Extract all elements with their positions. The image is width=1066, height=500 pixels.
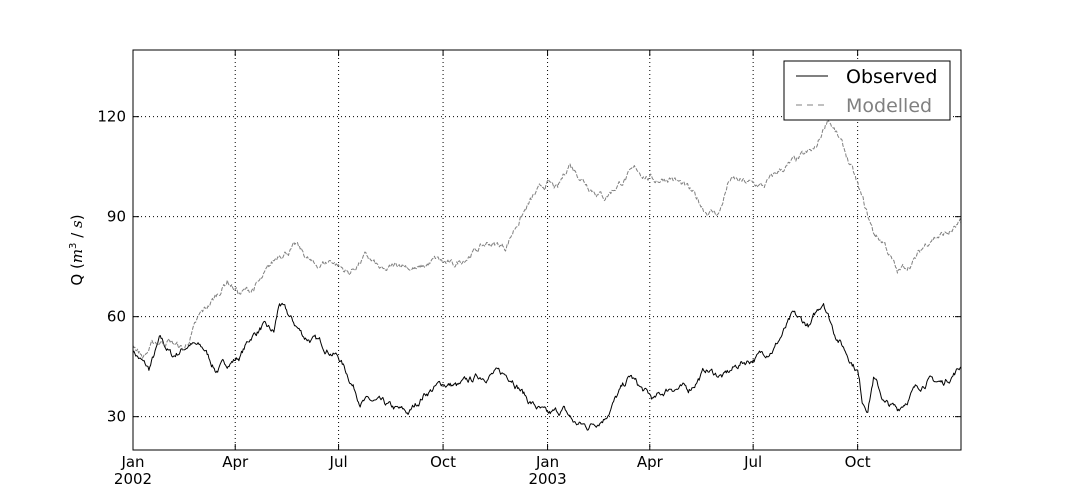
x-tick-label: Jan bbox=[535, 453, 559, 471]
y-axis-label-mid: / bbox=[68, 228, 86, 243]
y-tick-label: 120 bbox=[97, 108, 126, 126]
plot-frame bbox=[132, 49, 962, 451]
legend-label-modelled: Modelled bbox=[846, 95, 932, 117]
axis-ticks bbox=[132, 50, 961, 450]
x-tick-label: Apr bbox=[637, 453, 664, 471]
series-line-modelled bbox=[132, 118, 962, 359]
legend: Observed Modelled bbox=[783, 60, 951, 121]
series-lines bbox=[132, 118, 962, 431]
x-tick-sublabel: 2003 bbox=[528, 470, 566, 488]
legend-label-observed: Observed bbox=[846, 66, 937, 88]
y-axis-label-post: ) bbox=[68, 214, 86, 220]
x-tick-label: Jul bbox=[329, 453, 348, 471]
legend-box bbox=[783, 60, 951, 121]
y-tick-label: 60 bbox=[107, 308, 126, 326]
x-tick-label: Jan bbox=[120, 453, 144, 471]
x-tick-label: Oct bbox=[430, 453, 456, 471]
x-tick-sublabel: 2002 bbox=[114, 470, 152, 488]
series-line-observed bbox=[132, 302, 962, 431]
y-axis-label-pre: Q ( bbox=[68, 263, 86, 285]
x-tick-label: Jul bbox=[743, 453, 762, 471]
y-axis-label-unit-s: s bbox=[68, 220, 86, 228]
x-tick-label: Oct bbox=[845, 453, 871, 471]
y-axis-label-exponent: 3 bbox=[68, 243, 79, 249]
x-tick-label: Apr bbox=[222, 453, 249, 471]
grid-lines bbox=[133, 50, 961, 450]
y-tick-label: 90 bbox=[107, 208, 126, 226]
y-axis-label: Q (m3 / s) bbox=[68, 214, 86, 285]
y-axis-label-unit-m: m bbox=[68, 249, 86, 263]
y-tick-label: 30 bbox=[107, 408, 126, 426]
y-tick-labels: 30 60 90 120 bbox=[97, 108, 126, 426]
